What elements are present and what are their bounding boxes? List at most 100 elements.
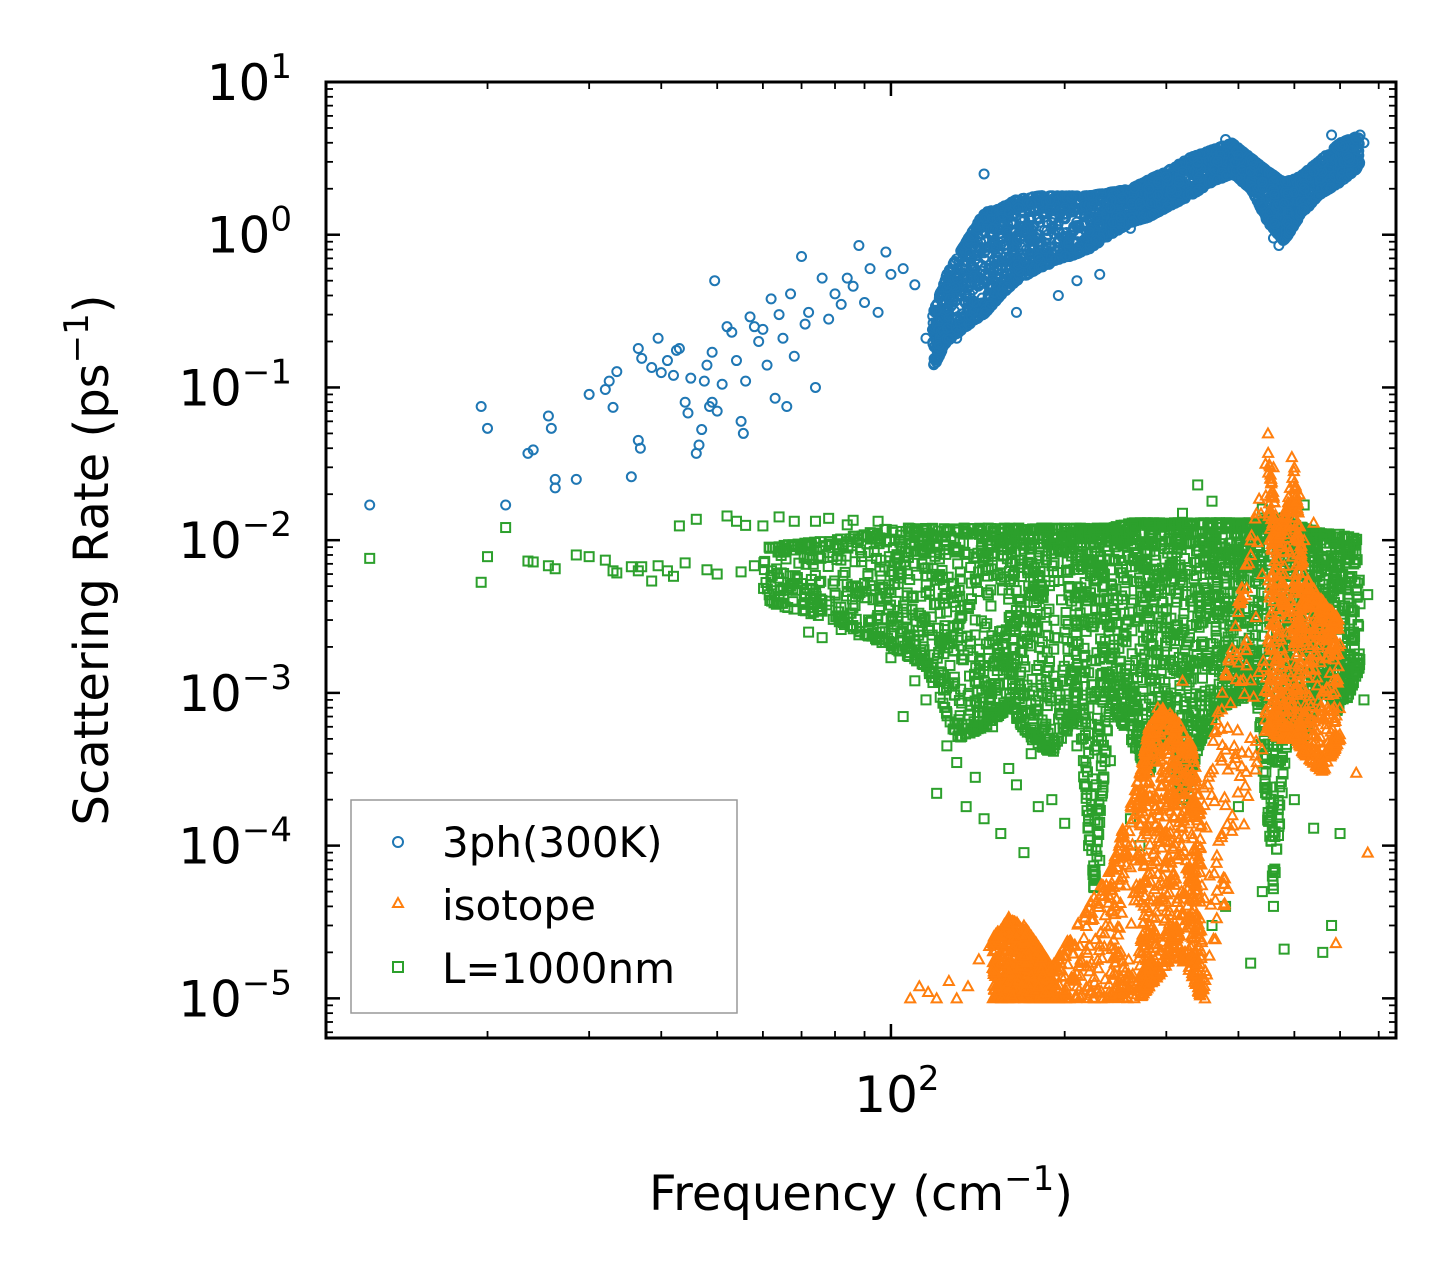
data-point (992, 679, 1004, 691)
data-point (898, 556, 910, 568)
data-point (1048, 643, 1060, 655)
data-point (835, 554, 847, 566)
data-point (892, 567, 904, 579)
data-point (934, 691, 946, 703)
data-point (1014, 670, 1026, 682)
data-point (954, 613, 966, 625)
data-point (847, 602, 859, 614)
data-point (817, 541, 829, 553)
data-point (990, 534, 1002, 546)
data-point (901, 623, 913, 635)
data-marks (364, 129, 1375, 1004)
data-point (983, 691, 995, 703)
data-point (807, 558, 819, 570)
data-point (931, 574, 943, 586)
data-point (1060, 606, 1072, 618)
data-point (1048, 670, 1060, 682)
data-point (983, 636, 995, 648)
data-point (891, 644, 903, 656)
data-point (892, 553, 904, 565)
data-point (959, 546, 971, 558)
data-point (1049, 677, 1061, 689)
data-point (929, 539, 941, 551)
data-point (1037, 591, 1049, 603)
data-point (935, 636, 947, 648)
data-point (1030, 623, 1042, 635)
data-point (1014, 554, 1026, 566)
data-point (829, 575, 841, 587)
data-point (886, 566, 898, 578)
data-point (841, 590, 853, 602)
data-point (778, 567, 790, 579)
data-point (807, 553, 819, 565)
data-point (1015, 718, 1027, 730)
data-point (1028, 581, 1040, 593)
data-point (1026, 558, 1038, 570)
data-point (890, 595, 902, 607)
data-point (929, 550, 941, 562)
data-point (920, 579, 932, 591)
data-point (907, 592, 919, 604)
data-point (943, 678, 955, 690)
data-point (1005, 531, 1017, 543)
data-point (954, 536, 966, 548)
data-point (973, 528, 985, 540)
data-point (960, 526, 972, 538)
data-point (815, 552, 827, 564)
data-point (979, 530, 991, 542)
data-point (866, 532, 878, 544)
data-point (962, 601, 974, 613)
data-point (812, 601, 824, 613)
data-point (967, 651, 979, 663)
data-point (962, 690, 974, 702)
data-point (891, 619, 903, 631)
data-point (833, 606, 845, 618)
data-point (937, 697, 949, 709)
data-point (864, 580, 876, 592)
data-point (1060, 564, 1072, 576)
data-point (1062, 694, 1074, 706)
data-point (1036, 636, 1048, 648)
data-point (1005, 573, 1017, 585)
data-point (855, 556, 867, 568)
data-point (904, 629, 916, 641)
data-point (845, 533, 857, 545)
data-point (1007, 677, 1019, 689)
data-point (901, 649, 913, 661)
data-point (798, 604, 810, 616)
data-point (954, 590, 966, 602)
data-point (934, 569, 946, 581)
data-point (969, 573, 981, 585)
data-point (873, 631, 885, 643)
data-point (1048, 614, 1060, 626)
data-point (800, 558, 812, 570)
data-point (994, 707, 1006, 719)
data-point (922, 562, 934, 574)
data-point (956, 653, 968, 665)
data-point (793, 557, 805, 569)
data-point (971, 697, 983, 709)
data-point (864, 533, 876, 545)
data-point (1017, 637, 1029, 649)
data-point (1062, 643, 1074, 655)
data-point (1003, 566, 1015, 578)
data-point (989, 678, 1001, 690)
data-point (1036, 584, 1048, 596)
data-point (1048, 533, 1060, 545)
data-point (795, 540, 807, 552)
data-point (1049, 739, 1061, 751)
data-point (862, 567, 874, 579)
data-point (980, 564, 992, 576)
data-point (889, 534, 901, 546)
data-point (897, 606, 909, 618)
data-point (962, 528, 974, 540)
data-point (982, 522, 994, 534)
data-point (944, 659, 956, 671)
data-point (938, 624, 950, 636)
data-point (985, 523, 997, 535)
data-point (931, 652, 943, 664)
data-point (965, 638, 977, 650)
data-point (991, 711, 1003, 723)
data-point (1030, 730, 1042, 742)
